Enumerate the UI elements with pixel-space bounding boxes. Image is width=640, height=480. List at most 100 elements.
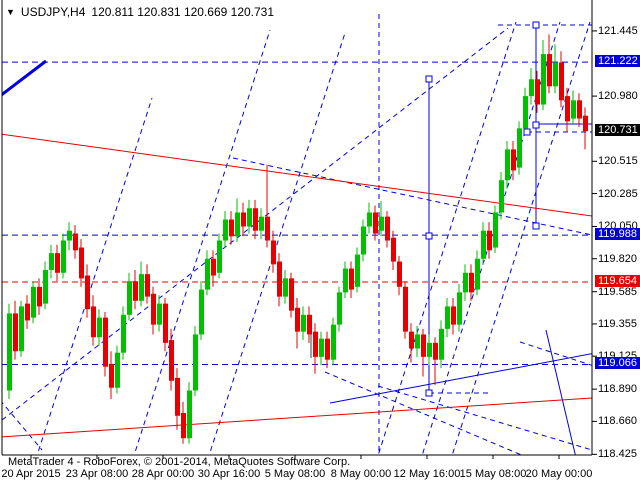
candle-36 (223, 211, 228, 248)
candle-55 (337, 286, 342, 332)
trendline-channel-top-left[interactable] (0, 59, 47, 97)
object-handle[interactable] (425, 75, 433, 83)
candle-66 (403, 281, 408, 339)
candle-14 (91, 295, 96, 346)
price-level-badge-121.222: 121.222 (595, 55, 640, 68)
price-tick-119.585: 119.585 (598, 285, 637, 298)
trendline-rising-support[interactable] (329, 345, 638, 404)
candle-41 (253, 199, 258, 240)
object-handle[interactable] (532, 121, 540, 129)
price-tick-120.285: 120.285 (598, 187, 638, 200)
candle-59 (361, 219, 366, 262)
trendline-steep-dash-left[interactable] (33, 97, 153, 468)
price-tick-121.445: 121.445 (598, 24, 638, 37)
candle-58 (355, 247, 360, 293)
candle-69 (421, 328, 426, 377)
trendline-desc-dash-tops[interactable] (232, 157, 592, 236)
trendline-desc-dash-low1[interactable] (377, 385, 592, 451)
candle-0 (7, 303, 12, 399)
candle-1 (13, 300, 18, 360)
object-handle[interactable] (532, 222, 540, 230)
candle-75 (457, 283, 462, 332)
candle-7 (49, 244, 54, 279)
candle-21 (133, 269, 138, 310)
trendline-red-ascending-trendline[interactable] (0, 397, 592, 438)
object-handle[interactable] (425, 232, 433, 240)
candle-28 (175, 368, 180, 430)
candle-96 (583, 107, 588, 150)
candle-79 (481, 222, 486, 265)
candle-94 (571, 90, 576, 125)
candle-25 (157, 295, 162, 332)
candle-64 (391, 230, 396, 270)
trendline-desc-dash-low2[interactable] (324, 371, 538, 462)
trendline-long-ascending-dash[interactable] (2, 27, 509, 421)
candle-72 (439, 320, 444, 369)
dropdown-triangle-icon[interactable]: ▼ (6, 7, 15, 17)
time-tick-3: 30 Apr 16:00 (197, 468, 261, 480)
chart-title: ▼ USDJPY,H4 120.811 120.831 120.669 120.… (6, 5, 274, 19)
object-handle[interactable] (523, 128, 531, 136)
candle-10 (67, 222, 72, 251)
candle-18 (115, 345, 120, 394)
time-tick-6: 12 May 16:00 (393, 468, 461, 480)
trendline-steep-dash-right2[interactable] (420, 21, 561, 462)
trendline-desc-dash-corner[interactable] (0, 400, 43, 451)
candle-37 (229, 211, 234, 245)
candle-12 (79, 239, 84, 287)
candle-50 (307, 306, 312, 343)
trendline-red-descending-trendline[interactable] (0, 133, 592, 217)
price-tick-118.890: 118.890 (598, 383, 637, 396)
candle-30 (187, 382, 192, 444)
candle-29 (181, 401, 186, 444)
candle-27 (169, 328, 174, 391)
object-handle[interactable] (425, 389, 433, 397)
candle-24 (151, 286, 156, 335)
time-tick-0: 20 Apr 2015 (1, 468, 61, 480)
time-tick-2: 28 Apr 00:00 (131, 468, 195, 480)
candle-17 (109, 351, 114, 399)
price-tick-120.515: 120.515 (598, 155, 638, 168)
candle-26 (163, 297, 168, 352)
price-level-badge-119.988: 119.988 (595, 228, 640, 241)
object-handle[interactable] (532, 21, 540, 29)
candle-90 (547, 34, 552, 94)
candle-11 (73, 225, 78, 259)
trendline-steep-dash-mid1[interactable] (130, 29, 271, 468)
candle-6 (43, 261, 48, 310)
candle-32 (199, 281, 204, 341)
candle-5 (37, 278, 42, 315)
trendline-steep-drop-forecast[interactable] (545, 329, 577, 462)
trendline-steep-dash-right1[interactable] (376, 21, 517, 462)
time-tick-1: 23 Apr 08:00 (65, 468, 129, 480)
trendline-steep-dash-right3[interactable] (450, 21, 591, 462)
price-tick-120.980: 120.980 (598, 90, 638, 103)
price-tick-118.425: 118.425 (598, 448, 637, 461)
candle-45 (277, 253, 282, 307)
candle-22 (139, 261, 144, 307)
candle-78 (475, 250, 480, 296)
candle-19 (121, 306, 126, 360)
candle-16 (103, 312, 108, 377)
candle-87 (529, 68, 534, 105)
candle-67 (409, 323, 414, 363)
candle-43 (265, 164, 270, 248)
candle-34 (211, 250, 216, 287)
candle-54 (331, 317, 336, 366)
candle-49 (301, 306, 306, 341)
price-tick-119.820: 119.820 (598, 252, 637, 265)
candle-53 (325, 331, 330, 369)
candle-83 (505, 140, 510, 189)
candlesticks (7, 34, 588, 444)
candle-68 (415, 326, 420, 357)
copyright-watermark: MetaTrader 4 - RoboForex, © 2001-2014, M… (8, 456, 351, 468)
candle-4 (31, 281, 36, 324)
selection-handles[interactable] (425, 21, 540, 397)
candle-40 (247, 199, 252, 234)
price-level-badge-119.066: 119.066 (595, 357, 640, 370)
candle-38 (235, 198, 240, 242)
price-level-badge-119.654: 119.654 (595, 275, 640, 287)
candle-73 (445, 297, 450, 338)
